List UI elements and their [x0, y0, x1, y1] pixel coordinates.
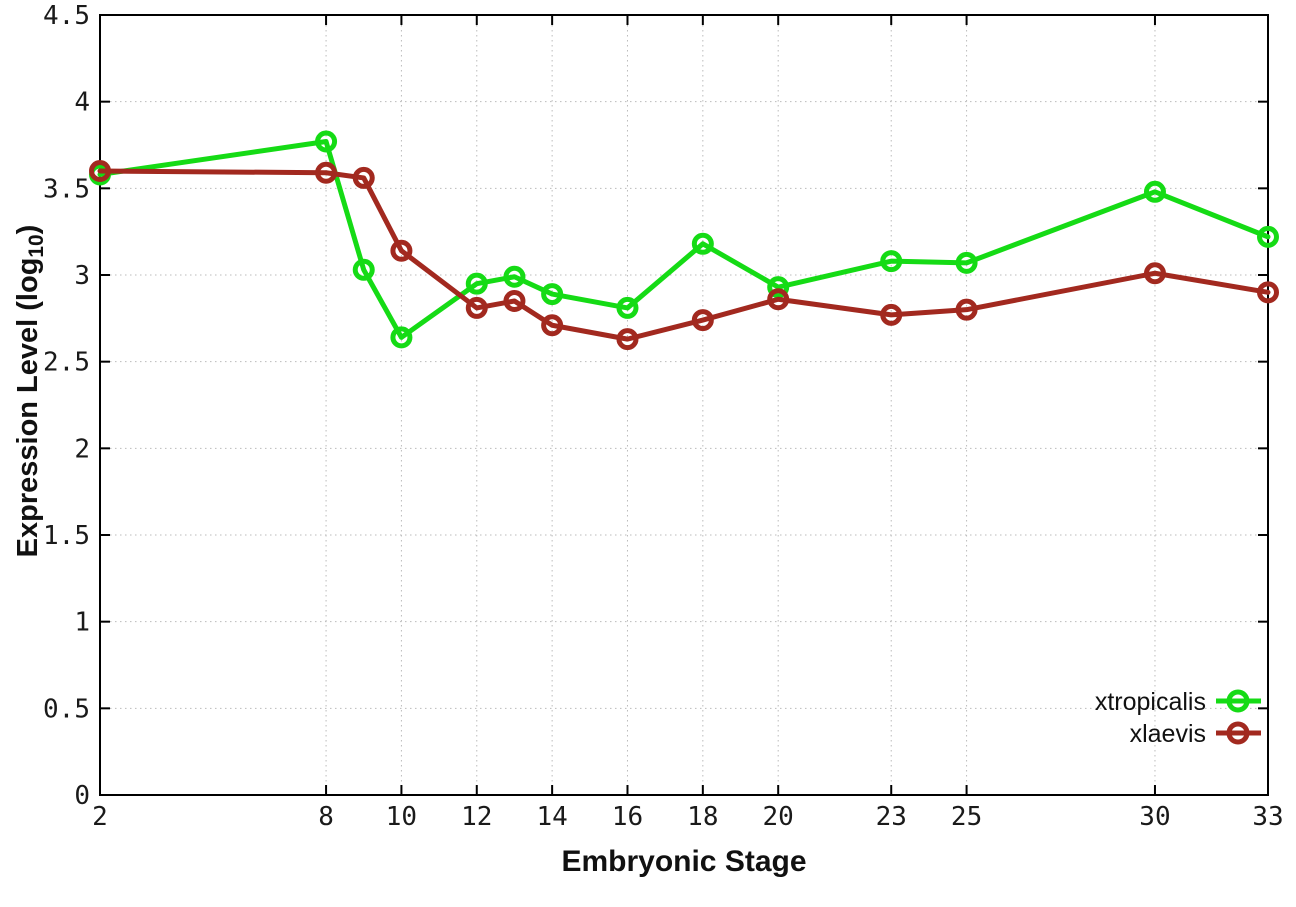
legend-sample-marker-xlaevis	[1226, 721, 1250, 745]
data-point-xlaevis	[1257, 281, 1279, 304]
y-tick-label: 0	[74, 781, 90, 811]
x-tick-label: 16	[612, 802, 643, 832]
data-point-xtropicalis	[1143, 180, 1166, 203]
x-tick-label: 10	[386, 802, 417, 832]
data-point-xlaevis	[1143, 262, 1166, 285]
y-tick-label: 1	[74, 608, 90, 638]
data-point-xlaevis	[352, 166, 375, 189]
data-point-xtropicalis	[352, 258, 375, 281]
y-tick-label: 0.5	[43, 694, 90, 724]
data-point-xlaevis	[880, 303, 903, 326]
data-point-xtropicalis	[315, 130, 338, 153]
x-tick-label: 33	[1252, 802, 1283, 832]
data-point-xlaevis	[390, 239, 413, 262]
x-axis-title: Embryonic Stage	[561, 845, 807, 878]
data-point-xlaevis	[503, 290, 526, 312]
series-line-xlaevis	[97, 168, 1271, 342]
data-point-xtropicalis	[955, 251, 978, 274]
data-point-xtropicalis	[390, 326, 413, 349]
y-tick-label: 2	[74, 434, 90, 464]
data-point-xtropicalis	[767, 276, 790, 299]
data-point-xlaevis	[616, 328, 639, 351]
data-point-xtropicalis	[616, 296, 639, 319]
x-tick-label: 12	[461, 802, 492, 832]
y-tick-label: 4.5	[43, 1, 90, 31]
x-tick-label: 18	[687, 802, 718, 832]
data-point-xlaevis	[541, 314, 564, 337]
x-tick-label: 20	[763, 802, 794, 832]
data-point-xlaevis	[767, 288, 790, 311]
y-axis-title-subscript: 10	[24, 234, 48, 258]
legend-label-xtropicalis: xtropicalis	[1095, 688, 1206, 716]
data-point-xlaevis	[955, 298, 978, 321]
data-point-xlaevis	[315, 161, 338, 184]
y-tick-label: 1.5	[43, 521, 90, 551]
y-axis-title-text: Expression Level (log	[12, 257, 44, 558]
data-point-xlaevis	[89, 160, 111, 182]
x-tick-label: 23	[876, 802, 907, 832]
x-tick-label: 30	[1139, 802, 1170, 832]
data-point-xtropicalis	[691, 232, 714, 255]
y-tick-label: 4	[74, 88, 90, 118]
x-tick-label: 25	[951, 802, 982, 832]
data-point-xlaevis	[691, 309, 714, 332]
data-point-xlaevis	[465, 296, 488, 319]
y-axis-title: Expression Level (log10)	[12, 151, 48, 631]
y-tick-label: 3.5	[43, 174, 90, 204]
x-tick-label: 8	[318, 802, 334, 832]
y-tick-label: 3	[74, 261, 90, 291]
x-tick-label: 2	[92, 802, 108, 832]
y-tick-label: 2.5	[43, 348, 90, 378]
data-point-xtropicalis	[465, 272, 488, 295]
data-point-xtropicalis	[541, 283, 564, 306]
data-point-xtropicalis	[1257, 225, 1279, 248]
series-line-xtropicalis	[97, 139, 1271, 340]
data-point-xtropicalis	[503, 265, 526, 288]
legend-sample-marker-xtropicalis	[1226, 689, 1250, 713]
legend-label-xlaevis: xlaevis	[1130, 720, 1206, 748]
plot-border	[99, 14, 1269, 796]
y-axis-title-close: )	[12, 224, 44, 235]
x-tick-label: 14	[536, 802, 567, 832]
data-point-xtropicalis	[880, 250, 903, 273]
